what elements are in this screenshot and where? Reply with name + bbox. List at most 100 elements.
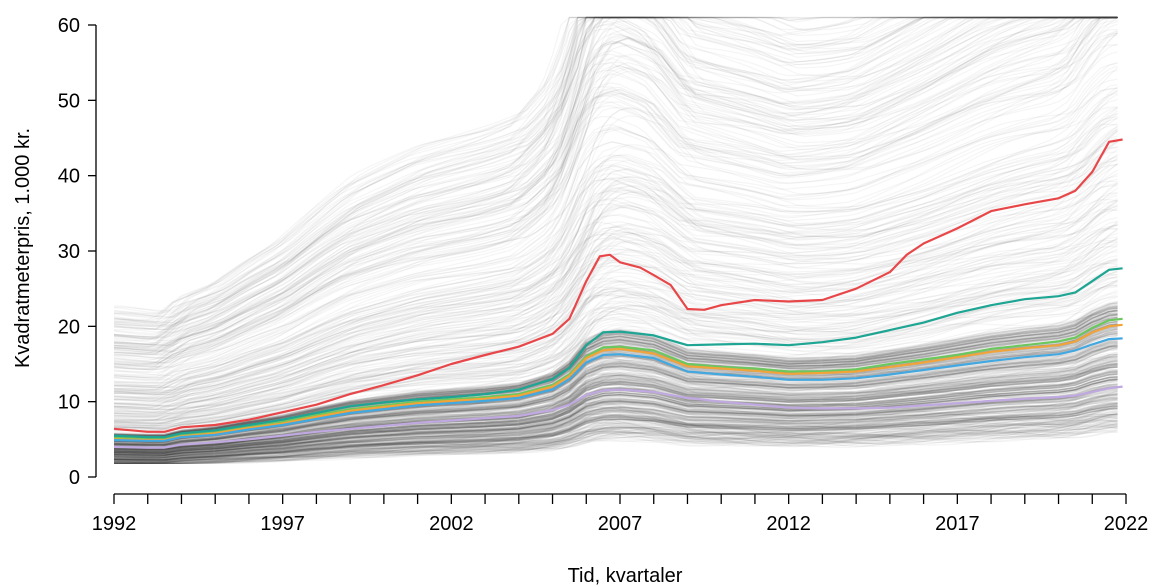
background-line (113, 404, 1118, 462)
background-line (113, 391, 1118, 457)
background-line (113, 366, 1118, 451)
background-line (113, 93, 1118, 387)
background-line (113, 388, 1118, 458)
x-tick-label: 2002 (429, 513, 474, 535)
background-line (114, 187, 1118, 407)
x-axis-title: Tid, kvartaler (568, 565, 683, 587)
y-tick-label: 30 (58, 241, 80, 263)
background-line (113, 87, 1118, 384)
background-line (113, 246, 1118, 423)
background-line (113, 340, 1118, 445)
background-line (113, 416, 1118, 464)
background-line (113, 307, 1118, 439)
background-line (113, 378, 1118, 455)
background-line (114, 419, 1118, 463)
background-line (113, 317, 1118, 441)
background-line (113, 422, 1118, 464)
background-line (113, 390, 1118, 460)
background-line (114, 391, 1118, 458)
background-line (114, 422, 1118, 464)
background-line (113, 262, 1118, 426)
background-line (113, 16, 1118, 365)
background-line (113, 285, 1118, 431)
background-line (113, 260, 1118, 425)
background-line (113, 175, 1118, 405)
background-line (113, 378, 1118, 454)
background-line (113, 16, 1118, 352)
background-line (113, 306, 1118, 437)
background-line (113, 294, 1118, 436)
background-line (114, 426, 1118, 464)
background-line (113, 379, 1118, 455)
background-series-lines (113, 16, 1119, 465)
background-line (114, 221, 1118, 417)
background-line (113, 398, 1118, 458)
background-line (113, 305, 1118, 437)
background-line (113, 394, 1118, 458)
background-line (114, 405, 1118, 463)
background-line (113, 229, 1118, 420)
background-line (114, 241, 1118, 422)
background-line (113, 106, 1118, 388)
background-line (113, 279, 1118, 430)
background-line (113, 385, 1118, 456)
background-line (113, 16, 1118, 339)
background-line (113, 251, 1118, 422)
background-line (113, 338, 1118, 444)
background-line (113, 62, 1118, 378)
background-line (114, 421, 1118, 464)
background-line (113, 16, 1118, 333)
background-line (114, 16, 1118, 351)
background-line (113, 398, 1118, 463)
background-line (113, 407, 1118, 462)
background-line (113, 378, 1118, 454)
background-line (113, 415, 1118, 464)
background-line (113, 371, 1118, 453)
background-line (114, 422, 1118, 464)
background-line (113, 393, 1118, 458)
background-line (113, 223, 1118, 415)
background-line (113, 16, 1118, 346)
background-line (113, 386, 1118, 456)
background-line (113, 418, 1118, 463)
background-line (113, 378, 1118, 456)
background-line (113, 158, 1118, 400)
background-line (113, 397, 1118, 459)
background-line (113, 204, 1118, 414)
background-line (113, 409, 1118, 463)
background-line (113, 34, 1118, 371)
background-line (114, 392, 1118, 458)
background-line (114, 414, 1118, 464)
background-line (113, 345, 1118, 446)
background-line (113, 66, 1119, 377)
background-line (113, 199, 1118, 411)
background-line (113, 16, 1118, 349)
background-line (113, 300, 1118, 435)
background-line (113, 386, 1118, 457)
background-line (114, 412, 1118, 464)
background-line (113, 347, 1118, 449)
background-line (113, 154, 1118, 399)
series-line-6 (113, 385, 1123, 449)
background-line (113, 23, 1118, 368)
background-line (113, 16, 1118, 366)
background-line (114, 414, 1118, 464)
background-line (113, 163, 1118, 401)
background-line (113, 16, 1118, 341)
background-line (113, 112, 1118, 391)
background-line (113, 264, 1118, 425)
background-line (113, 413, 1118, 463)
background-line (113, 376, 1118, 454)
background-line (113, 420, 1118, 464)
background-line (113, 410, 1118, 463)
y-tick-label: 10 (58, 392, 80, 414)
background-line (113, 137, 1118, 395)
background-line (113, 16, 1118, 324)
background-line (113, 200, 1118, 412)
background-line (114, 300, 1118, 434)
background-line (113, 198, 1118, 408)
background-line (113, 69, 1118, 379)
background-line (113, 228, 1118, 417)
background-line (113, 281, 1118, 431)
